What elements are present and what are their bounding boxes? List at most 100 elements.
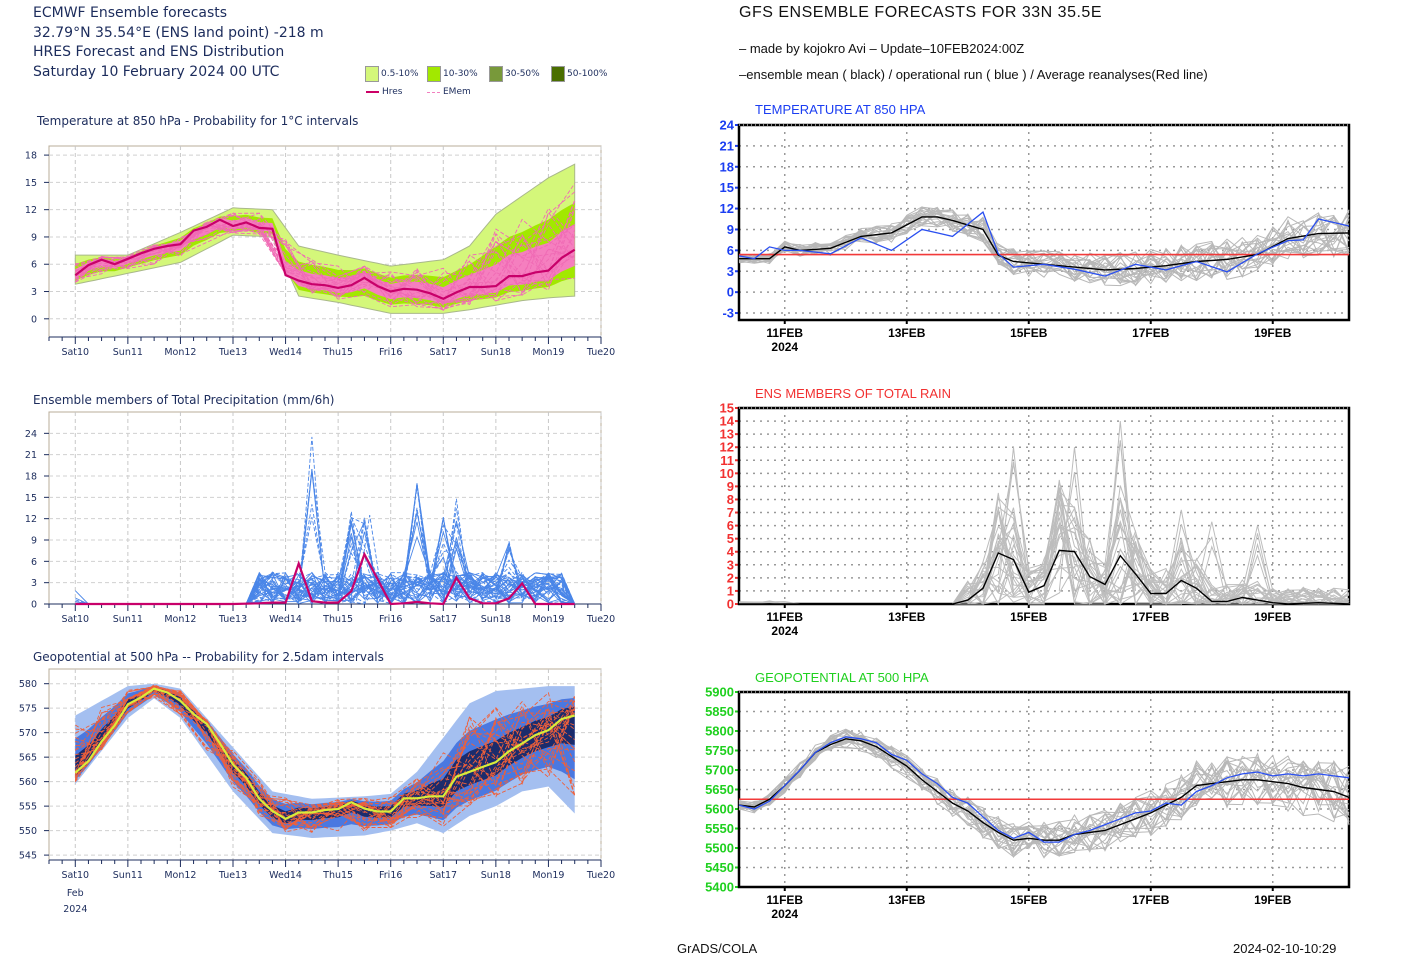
ensemble-member-peak: [1043, 479, 1075, 591]
legend-emem: EMem: [427, 87, 471, 97]
legend-bin-label: 10-30%: [443, 69, 478, 79]
ecmwf-precip-title: Ensemble members of Total Precipitation …: [33, 393, 335, 407]
ensemble-member-peak: [1196, 521, 1228, 592]
x-tick-label: 19FEB: [1254, 326, 1292, 340]
hres-line: [74, 687, 575, 821]
x-tick-label: Thu15: [322, 614, 353, 625]
legend-bin-3: 30-50%: [489, 66, 540, 82]
x-tick-label: 17FEB: [1132, 326, 1170, 340]
x-tick-label: Sun18: [481, 347, 511, 358]
ensemble-member-peak: [997, 447, 1030, 591]
ensemble-member-line: [74, 693, 575, 828]
y-tick-label: 545: [19, 851, 37, 862]
ensemble-member-line: [75, 224, 575, 306]
y-tick-label: 6: [727, 243, 734, 258]
y-tick-label: 5750: [705, 743, 734, 758]
ensemble-member-peak: [356, 515, 384, 601]
ensemble-member-line: [75, 684, 576, 826]
y-tick-label: 18: [25, 472, 37, 483]
y-tick-label: 9: [727, 479, 734, 494]
y-tick-label: 5500: [705, 841, 734, 856]
ecmwf-subtitle: HRES Forecast and ENS Distribution: [33, 44, 285, 60]
ecmwf-t850-chart: 0 3 6 9 12 15 18 Sat10 Sun11 Mon12 Tue13 Wed14 Thu15…: [25, 145, 615, 358]
y-tick-label: 5600: [705, 802, 734, 817]
x-tick-label: Wed14: [269, 347, 302, 358]
ecmwf-title: ECMWF Ensemble forecasts: [33, 5, 228, 21]
y-tick-label: 5850: [705, 704, 734, 719]
y-tick-label: 15: [25, 178, 37, 189]
x-tick-label: 17FEB: [1132, 610, 1170, 624]
legend-emem-label: EMem: [443, 87, 471, 97]
y-tick-label: 15: [720, 401, 734, 416]
y-tick-label: -3: [722, 306, 734, 321]
x-tick-label: Tue20: [586, 347, 615, 358]
gfs-t850-chart: -3 0 3 6 9 12 15 18 21 24 11FEB 13FEB 15FEB 17FEB 19FE…: [720, 118, 1351, 354]
x-tick-label: Sun18: [481, 870, 511, 881]
y-tick-label: 11: [720, 453, 734, 468]
x-tick-label: Sat10: [61, 870, 89, 881]
y-tick-label: 3: [727, 264, 734, 279]
ensemble-member-peak: [429, 517, 457, 601]
x-tick-label: Sun11: [113, 347, 143, 358]
x-tick-label: Fri16: [379, 870, 402, 881]
gfs-t850-title: TEMPERATURE AT 850 HPA: [755, 102, 926, 117]
ensemble-member-line: [738, 740, 1350, 856]
y-tick-label: 580: [19, 679, 37, 690]
y-tick-label: 8: [727, 492, 734, 507]
x-tick-label: Sat17: [429, 870, 457, 881]
ensemble-member-peak: [298, 436, 326, 601]
y-tick-label: 12: [720, 440, 734, 455]
ensemble-member-line: [75, 468, 576, 605]
ensemble-member-peak: [1058, 447, 1091, 591]
y-tick-label: 21: [720, 138, 734, 153]
gfs-z500-chart: 5400 5450 5500 5550 5600 5650 5700 5750 5800 5850…: [705, 685, 1351, 921]
x-tick-label: Tue20: [586, 614, 615, 625]
x-tick-label: Mon19: [532, 870, 564, 881]
legend-bin-1: 0.5-10%: [365, 66, 419, 82]
x-tick-label: Sun18: [481, 614, 511, 625]
x-year-label: 2024: [771, 907, 798, 921]
x-tick-label: 11FEB: [766, 610, 803, 624]
ensemble-member-peak: [1241, 525, 1274, 592]
x-tick-label: Fri16: [379, 347, 402, 358]
ensemble-member-line: [74, 694, 576, 830]
x-tick-label: 15FEB: [1010, 326, 1048, 340]
y-tick-label: 9: [727, 222, 734, 237]
ensemble-member-line: [75, 208, 576, 302]
legend-bin-label: 30-50%: [505, 69, 540, 79]
y-tick-label: 6: [31, 260, 37, 271]
ensemble-member-line: [75, 515, 576, 605]
y-tick-label: 18: [25, 151, 37, 162]
ensemble-member-line: [75, 207, 576, 305]
x-tick-label: 15FEB: [1010, 893, 1048, 907]
x-tick-label: Sat17: [429, 614, 457, 625]
ensemble-mean-line: [739, 549, 1350, 605]
ensemble-member-line: [74, 686, 576, 833]
x-tick-label: 13FEB: [888, 610, 926, 624]
x-tick-label: 11FEB: [766, 326, 803, 340]
ensemble-member-line: [738, 209, 1350, 278]
y-tick-label: 5400: [705, 880, 734, 895]
ensemble-member-line: [75, 542, 576, 605]
legend-emem-line: [427, 91, 440, 93]
y-tick-label: 21: [25, 450, 37, 461]
x-month-label: Feb: [67, 888, 84, 899]
x-tick-label: Mon12: [164, 870, 196, 881]
ensemble-member-line: [74, 685, 576, 831]
gfs-line-key: –ensemble mean ( black) / operational ru…: [739, 67, 1208, 82]
gfs-credit: – made by kojokro Avi – Update–10FEB2024…: [739, 41, 1025, 56]
ensemble-member-peak: [495, 541, 523, 601]
legend-hres: Hres: [366, 87, 403, 97]
gfs-t850-plot-area: [739, 125, 1349, 320]
legend-swatch: [489, 66, 503, 82]
x-tick-label: Tue13: [218, 870, 247, 881]
y-tick-label: 9: [31, 536, 37, 547]
legend-swatch: [551, 66, 565, 82]
y-tick-label: 0: [31, 600, 37, 611]
y-tick-label: 10: [720, 466, 734, 481]
y-tick-label: 6: [727, 518, 734, 533]
y-tick-label: 15: [720, 180, 734, 195]
x-tick-label: Sun11: [113, 870, 143, 881]
x-tick-label: Sat10: [61, 614, 89, 625]
y-tick-label: 12: [25, 205, 37, 216]
